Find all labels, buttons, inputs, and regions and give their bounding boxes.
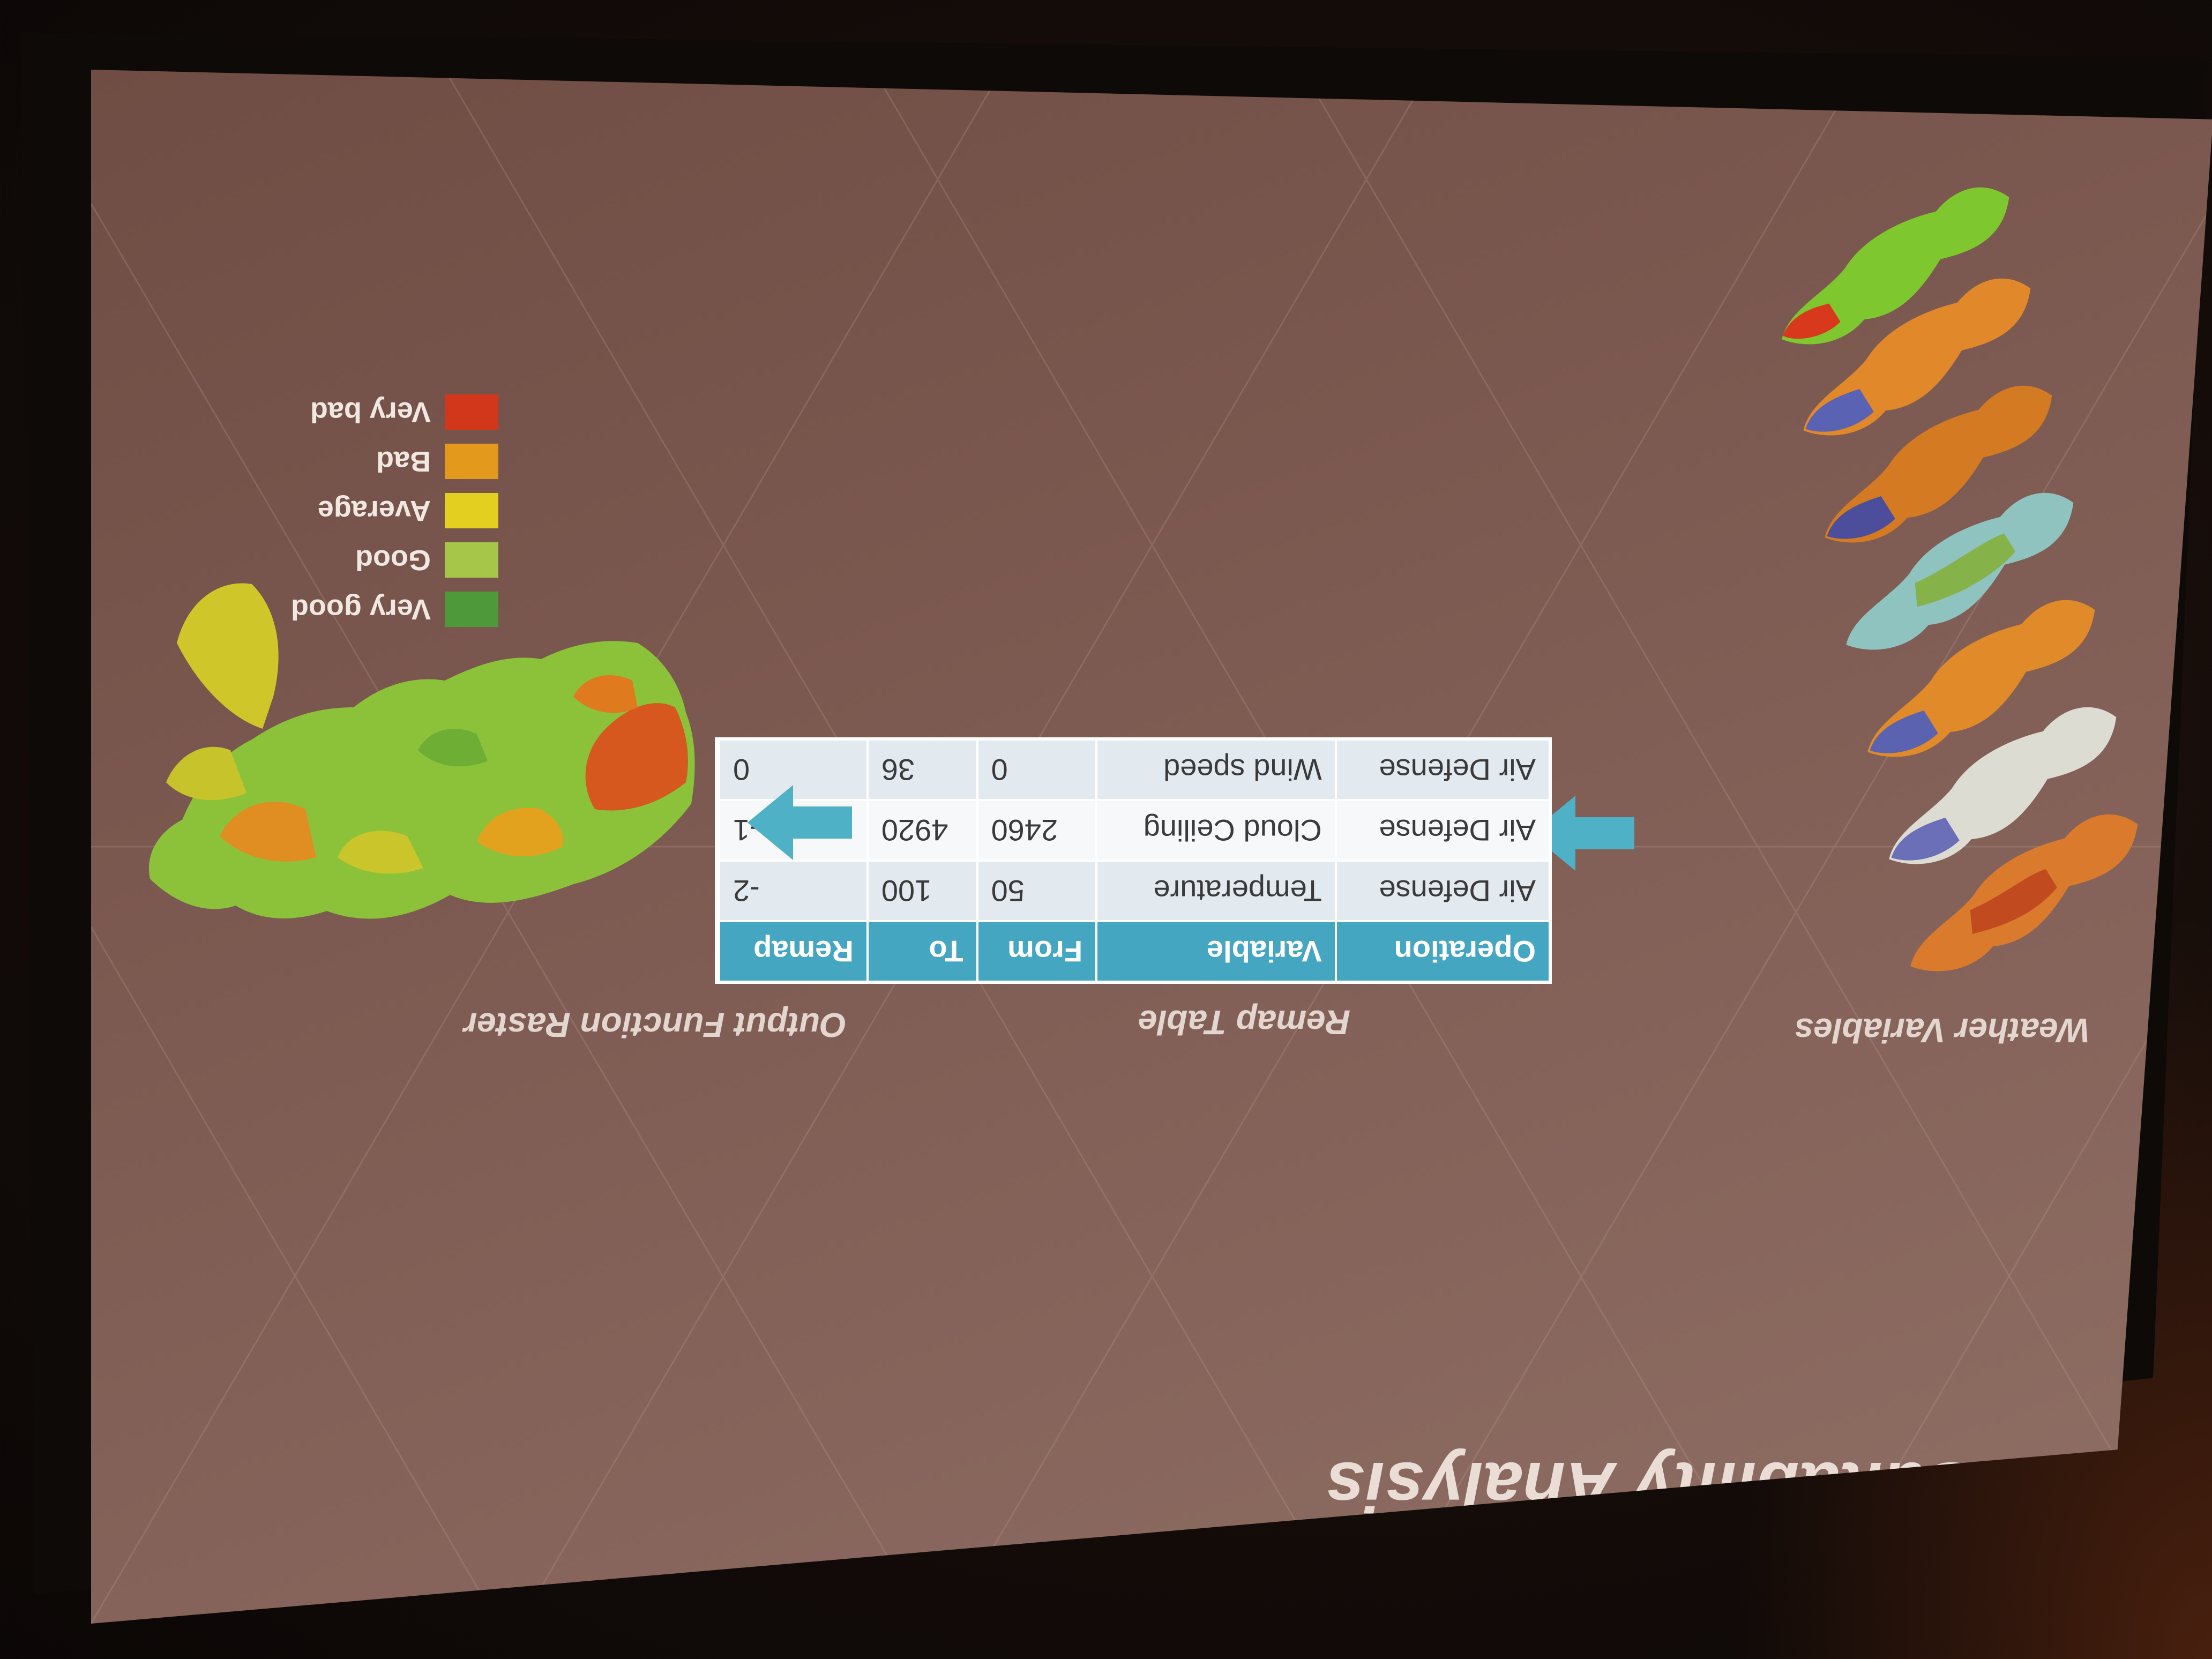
weather-map-7 bbox=[1782, 187, 2009, 345]
header-operation: Operation bbox=[1335, 921, 1549, 981]
legend-swatch-bad bbox=[445, 444, 498, 479]
cell-from: 0 bbox=[977, 741, 1097, 800]
legend-swatch-average bbox=[445, 493, 498, 528]
header-to: To bbox=[867, 921, 977, 981]
cell-operation: Air Defense bbox=[1335, 741, 1549, 800]
legend-item: Average bbox=[291, 493, 498, 528]
legend-label: Good bbox=[355, 544, 431, 576]
cell-remap: -2 bbox=[719, 861, 868, 921]
legend-label: Very bad bbox=[310, 396, 431, 428]
cell-to: 4920 bbox=[867, 800, 977, 861]
cell-variable: Cloud Ceiling bbox=[1096, 800, 1336, 861]
weather-map-3 bbox=[1867, 600, 2095, 757]
legend-swatch-good bbox=[445, 542, 498, 578]
header-from: From bbox=[977, 921, 1097, 981]
cell-from: 50 bbox=[977, 861, 1097, 921]
legend-item: Very good bbox=[291, 592, 498, 627]
remap-table-label: Remap Table bbox=[1138, 1003, 1350, 1042]
weather-variable-maps bbox=[1549, 187, 2165, 981]
weather-map-4 bbox=[1846, 492, 2074, 650]
weather-map-5 bbox=[1825, 385, 2052, 543]
legend-label: Very good bbox=[290, 593, 431, 625]
arrow-right-icon bbox=[1530, 796, 1634, 871]
cell-to: 100 bbox=[867, 861, 977, 921]
header-remap: Remap bbox=[719, 921, 868, 981]
legend-item: Good bbox=[291, 542, 498, 578]
weather-map-2 bbox=[1889, 707, 2117, 864]
arrow-right-icon bbox=[748, 785, 852, 860]
weather-map-6 bbox=[1803, 278, 2031, 436]
cell-variable: Temperature bbox=[1096, 861, 1336, 921]
legend-item: Bad bbox=[291, 444, 498, 479]
output-raster-label: Output Function Raster bbox=[464, 1006, 847, 1044]
projection-screen: Site Suitability Analysis Weather Variab… bbox=[91, 70, 2212, 1624]
legend-label: Bad bbox=[376, 445, 431, 477]
legend-swatch-very-good bbox=[445, 592, 498, 627]
cell-to: 36 bbox=[867, 741, 977, 800]
legend-label: Average bbox=[317, 495, 431, 527]
header-variable: Variable bbox=[1096, 921, 1336, 981]
cell-from: 2460 bbox=[977, 800, 1097, 861]
legend-item: Very bad bbox=[291, 394, 498, 430]
output-raster-map bbox=[149, 583, 695, 919]
slide: Site Suitability Analysis Weather Variab… bbox=[91, 70, 2212, 1624]
cell-operation: Air Defense bbox=[1335, 861, 1549, 921]
cell-operation: Air Defense bbox=[1335, 800, 1549, 861]
table-header-row: Operation Variable From To Remap bbox=[719, 921, 1549, 981]
weather-map-1 bbox=[1910, 814, 2138, 972]
table-row: Air Defense Temperature 50 100 -2 bbox=[719, 861, 1549, 921]
legend-swatch-very-bad bbox=[445, 394, 498, 430]
cell-variable: Wind speed bbox=[1096, 741, 1336, 800]
legend: Very good Good Average Bad Very bad bbox=[291, 380, 498, 627]
